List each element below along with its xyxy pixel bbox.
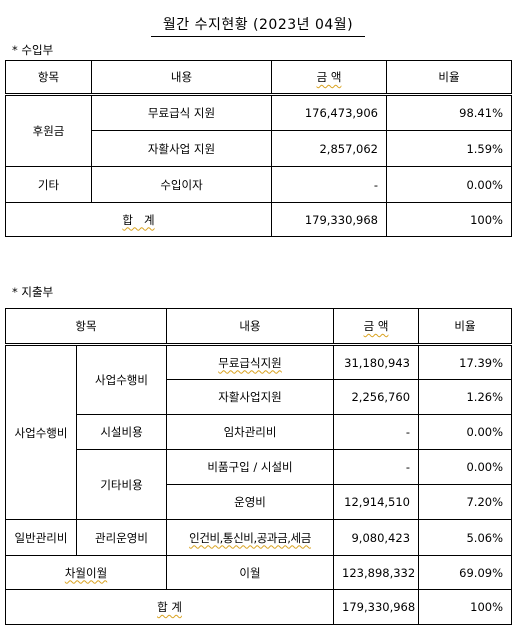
income-section-label: * 수입부 (12, 43, 54, 57)
expense-sub-business: 사업수행비 (75, 344, 168, 415)
page-title-text: 월간 수지현황 (2023년 04월) (150, 14, 366, 37)
expense-header-row: 항목 내용 금 액 비율 (4, 308, 513, 346)
table-row: 시설비용 임차관리비 - 0.00% (6, 414, 513, 450)
expense-header-content: 내용 (166, 308, 335, 346)
expense-row-content-text: 무료급식지원 (218, 355, 282, 370)
expense-row-amount: 9,080,423 (333, 519, 420, 556)
table-row: 자활사업지원 2,256,760 1.26% (6, 379, 513, 415)
expense-row-content: 운영비 (166, 484, 335, 520)
income-total-row: 합 계 179,330,968 100% (5, 202, 512, 237)
expense-total-ratio: 100% (418, 589, 513, 625)
expense-row-content: 자활사업지원 (166, 379, 335, 415)
expense-row-amount: 31,180,943 (333, 344, 420, 380)
expense-row-ratio: 5.06% (418, 519, 513, 556)
expense-row-amount: 12,914,510 (333, 484, 420, 520)
expense-total-amount: 179,330,968 (333, 589, 420, 625)
expense-row-amount: 2,256,760 (333, 379, 420, 415)
table-row: 자활사업 지원 2,857,062 1.59% (6, 130, 512, 167)
expense-row-content: 무료급식지원 (166, 344, 335, 380)
income-header-amount-text: 금 액 (316, 70, 342, 84)
expense-carryover-amount: 123,898,332 (333, 555, 420, 590)
page-title: 월간 수지현황 (2023년 04월) (0, 14, 516, 37)
expense-row-content: 비품구입 / 시설비 (166, 449, 335, 485)
expense-header-amount-text: 금 액 (363, 319, 389, 333)
income-header-row: 항목 내용 금 액 비율 (5, 60, 512, 96)
expense-total-label-text: 합 계 (157, 600, 182, 614)
table-row: 기타비용 비품구입 / 시설비 - 0.00% (6, 449, 513, 520)
expense-row-ratio: 1.26% (418, 379, 513, 415)
expense-row-content: 인건비,통신비,공과금,세금 (166, 519, 335, 556)
expense-header-amount: 금 액 (333, 308, 420, 346)
expense-carryover-ratio: 69.09% (418, 555, 513, 590)
expense-row-ratio: 0.00% (418, 414, 513, 450)
income-row-ratio: 1.59% (386, 130, 512, 167)
expense-table: 항목 내용 금 액 비율 사업수행비 사업수행비 무료급식지원 31,180,9… (4, 308, 513, 625)
expense-header-item: 항목 (4, 308, 168, 346)
table-row: 사업수행비 사업수행비 무료급식지원 31,180,943 17.39% (5, 344, 513, 520)
table-row: 일반관리비 관리운영비 인건비,통신비,공과금,세금 9,080,423 5.0… (5, 519, 513, 556)
expense-row-ratio: 7.20% (418, 484, 513, 520)
expense-group-business: 사업수행비 (5, 344, 77, 520)
income-total-ratio: 100% (386, 202, 512, 237)
income-row-amount: 176,473,906 (271, 94, 387, 131)
income-row-amount: 2,857,062 (271, 130, 387, 167)
income-other-ratio: 0.00% (386, 166, 512, 203)
expense-group-general: 일반관리비 (5, 519, 77, 556)
income-total-label-text: 합 계 (122, 212, 155, 227)
expense-carryover-content: 이월 (166, 555, 335, 590)
expense-row-ratio: 17.39% (418, 344, 513, 380)
expense-sub-admin: 관리운영비 (75, 519, 168, 556)
expense-total-row: 합 계 179,330,968 100% (4, 589, 513, 625)
expense-carryover-item: 차월이월 (4, 555, 168, 590)
income-header-item: 항목 (5, 60, 92, 96)
income-header-amount: 금 액 (271, 60, 387, 96)
expense-carryover-item-text: 차월이월 (64, 565, 108, 580)
income-other-item: 기타 (5, 166, 92, 203)
income-other-amount: - (271, 166, 387, 203)
expense-section-label: * 지출부 (12, 285, 54, 299)
expense-row-content-text: 인건비,통신비,공과금,세금 (189, 530, 311, 545)
expense-row-content: 임차관리비 (166, 414, 335, 450)
expense-sub-etc: 기타비용 (75, 449, 168, 520)
income-header-content: 내용 (91, 60, 272, 96)
expense-header-ratio: 비율 (418, 308, 513, 346)
expense-row-ratio: 0.00% (418, 449, 513, 485)
table-row: 운영비 12,914,510 7.20% (6, 484, 513, 520)
expense-sub-facility: 시설비용 (75, 414, 168, 450)
table-row: 기타 수입이자 - 0.00% (5, 166, 512, 203)
income-header-ratio: 비율 (386, 60, 512, 96)
income-total-amount: 179,330,968 (271, 202, 387, 237)
expense-carryover-row: 차월이월 이월 123,898,332 69.09% (4, 555, 513, 590)
table-row: 후원금 무료급식 지원 176,473,906 98.41% (5, 94, 512, 167)
income-table: 항목 내용 금 액 비율 후원금 무료급식 지원 176,473,906 98.… (5, 60, 512, 237)
income-row-content: 무료급식 지원 (91, 94, 272, 131)
income-row-ratio: 98.41% (386, 94, 512, 131)
expense-row-amount: - (333, 414, 420, 450)
income-total-label: 합 계 (5, 202, 272, 237)
expense-total-label: 합 계 (4, 589, 335, 625)
income-other-content: 수입이자 (91, 166, 272, 203)
expense-row-amount: - (333, 449, 420, 485)
income-group-donation: 후원금 (5, 94, 92, 167)
income-row-content: 자활사업 지원 (91, 130, 272, 167)
